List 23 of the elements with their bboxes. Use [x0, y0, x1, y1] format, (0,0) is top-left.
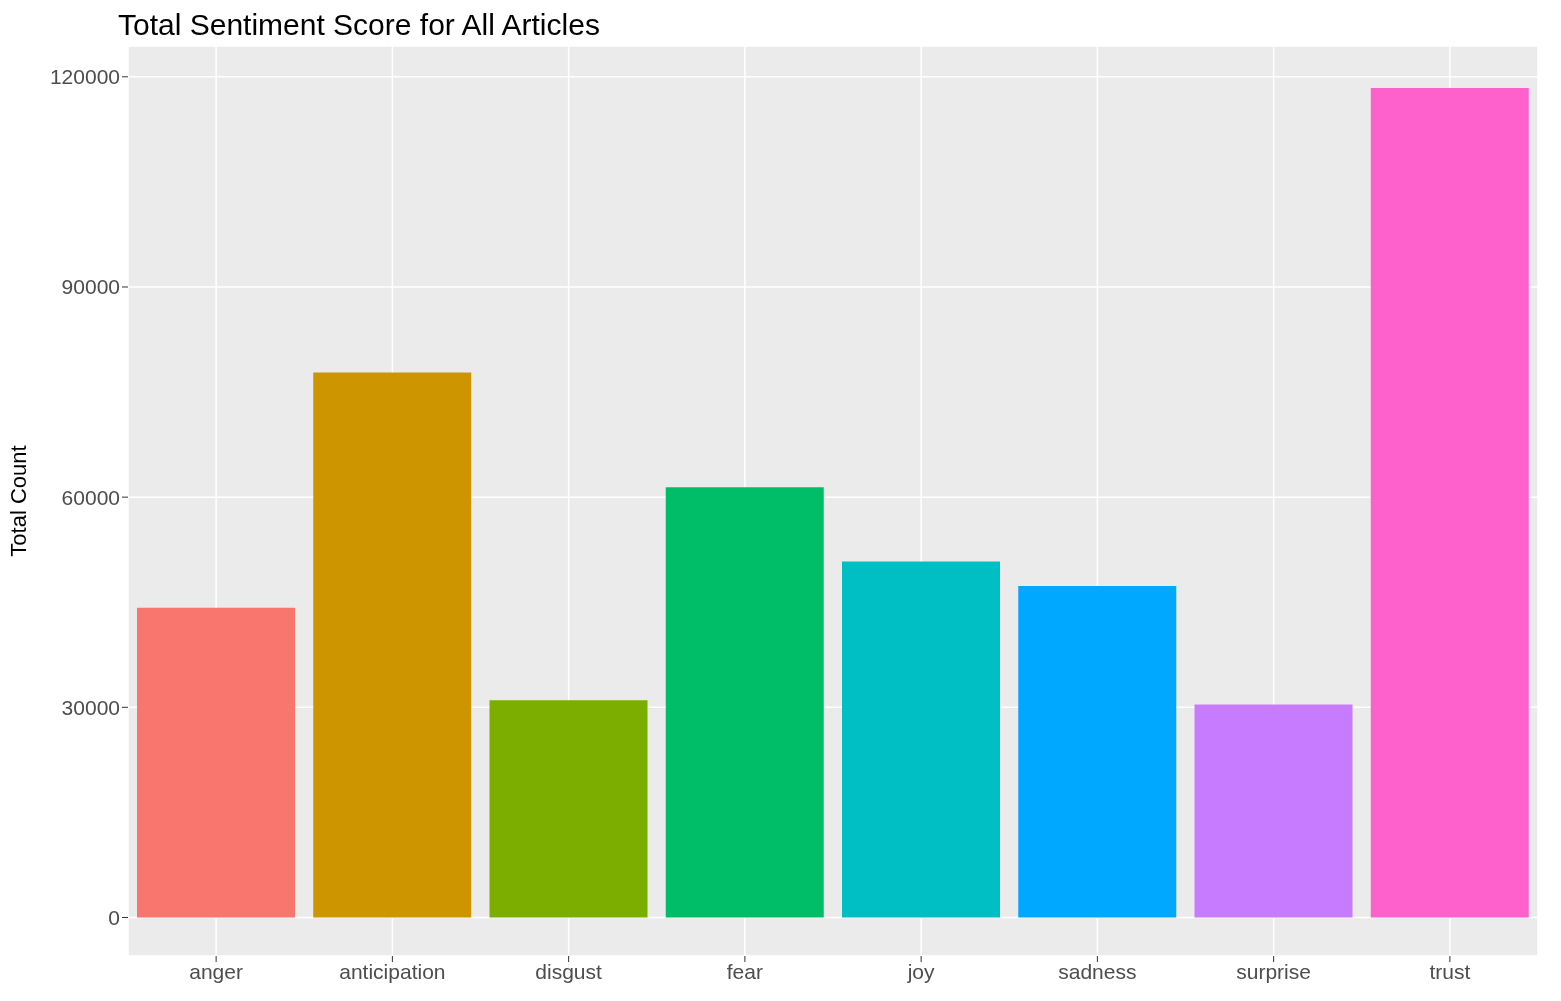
y-axis-title: Total Count — [5, 445, 31, 557]
y-tick-label: 120000 — [49, 65, 120, 89]
x-tick-label: trust — [1429, 959, 1471, 983]
x-tick-label: surprise — [1236, 959, 1311, 983]
x-tick-label: disgust — [535, 959, 603, 983]
bar — [665, 487, 824, 918]
y-tick-label: 0 — [108, 905, 120, 929]
x-tick-label: fear — [726, 959, 763, 983]
y-tick-label: 30000 — [61, 695, 120, 719]
x-tick-label: anger — [189, 959, 243, 983]
bar — [137, 607, 295, 918]
chart-title: Total Sentiment Score for All Articles — [118, 8, 601, 42]
bar — [313, 372, 472, 918]
bar — [842, 561, 1000, 918]
bar — [1194, 704, 1353, 918]
x-tick-label: joy — [906, 959, 936, 983]
y-tick-label: 90000 — [61, 275, 120, 299]
x-tick-label: sadness — [1058, 959, 1137, 983]
bar — [1370, 88, 1529, 918]
bar — [489, 700, 648, 918]
y-tick-label: 60000 — [61, 485, 120, 509]
x-tick-label: anticipation — [339, 959, 446, 983]
bar — [1018, 586, 1177, 918]
